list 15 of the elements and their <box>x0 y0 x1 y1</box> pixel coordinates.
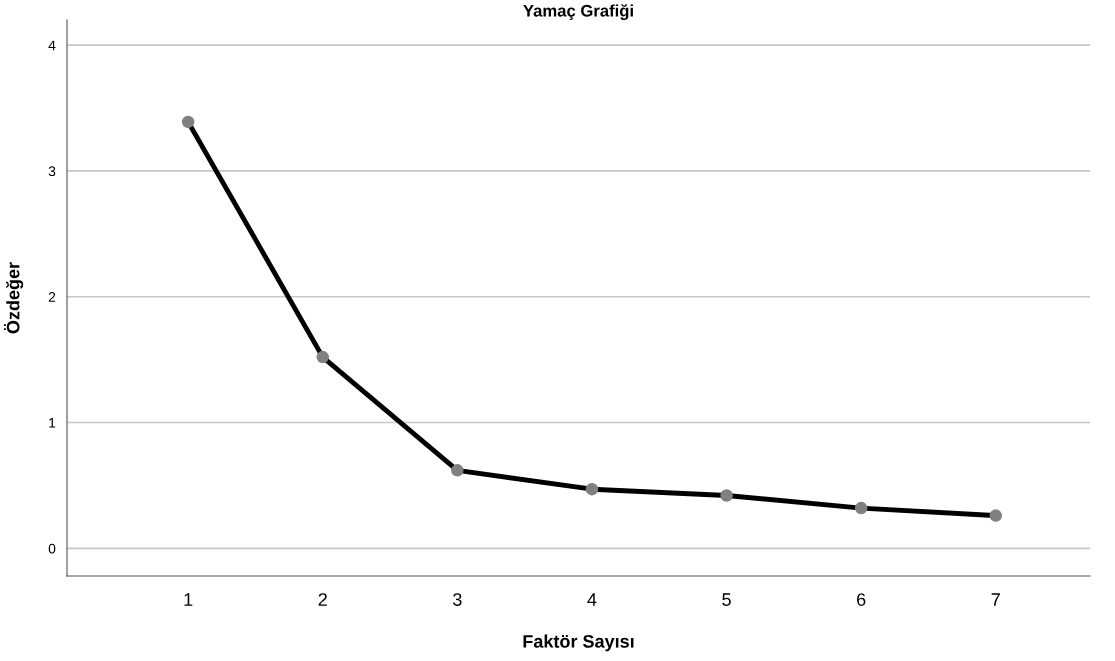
x-tick-label: 7 <box>991 593 1000 606</box>
y-tick-label: 4 <box>48 40 56 51</box>
y-tick-label: 2 <box>48 292 56 302</box>
x-tick-label: 1 <box>184 593 193 606</box>
x-tick-label: 6 <box>857 593 866 606</box>
x-tick-label: 4 <box>587 593 597 606</box>
x-tick-label: 2 <box>318 593 327 606</box>
chart-title: Yamaç Grafiği <box>523 4 633 20</box>
y-tick-label: 3 <box>48 166 56 177</box>
y-axis-title: Özdeğer <box>3 262 24 334</box>
x-axis-title: Faktör Sayısı <box>523 634 634 652</box>
x-tick-label: 5 <box>722 593 731 606</box>
x-tick-label: 3 <box>453 593 462 606</box>
y-tick-label: 1 <box>49 418 56 428</box>
y-tick-label: 0 <box>48 543 56 554</box>
